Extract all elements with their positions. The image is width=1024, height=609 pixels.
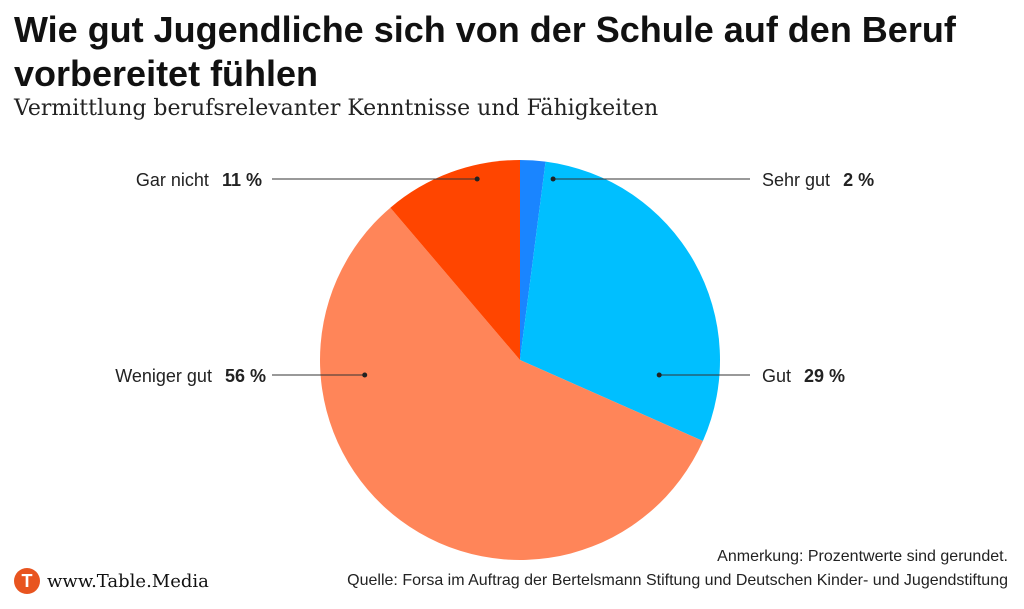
label-gar-nicht-value: 11 %: [222, 170, 262, 190]
label-sehr-gut: Sehr gut 2 %: [762, 170, 874, 190]
label-sehr-gut-value: 2 %: [843, 170, 874, 190]
label-gar-nicht: Gar nicht 11 %: [136, 170, 262, 190]
table-media-logo-icon: T: [14, 568, 40, 594]
source-note: Quelle: Forsa im Auftrag der Bertelsmann…: [347, 572, 1008, 589]
leader-dot: [656, 372, 662, 378]
label-gut: Gut 29 %: [762, 366, 845, 386]
leader-dot: [550, 176, 556, 182]
brand-url[interactable]: www.Table.Media: [47, 570, 209, 592]
pie-slice-gar-nicht: [390, 160, 520, 360]
pie-slice-gut: [520, 161, 720, 441]
pie-slices: [319, 160, 720, 560]
chart-subtitle: Vermittlung berufsrelevanter Kenntnisse …: [14, 96, 659, 121]
label-gar-nicht-name: Gar nicht: [136, 170, 209, 190]
chart-title: Wie gut Jugendliche sich von der Schule …: [14, 9, 956, 94]
leader-dot: [474, 176, 480, 182]
pie-slice-sehr-gut: [520, 160, 546, 360]
label-weniger-gut-value: 56 %: [225, 366, 266, 386]
pie-slice-weniger-gut: [319, 207, 703, 560]
label-gut-value: 29 %: [804, 366, 845, 386]
label-weniger-gut: Weniger gut 56 %: [115, 366, 266, 386]
label-gut-name: Gut: [762, 366, 791, 386]
label-sehr-gut-name: Sehr gut: [762, 170, 830, 190]
label-weniger-gut-name: Weniger gut: [115, 366, 212, 386]
pie-leaders: [272, 176, 750, 378]
footnote: Anmerkung: Prozentwerte sind gerundet.: [717, 548, 1008, 565]
brand[interactable]: T www.Table.Media: [14, 568, 209, 594]
leader-dot: [362, 372, 368, 378]
